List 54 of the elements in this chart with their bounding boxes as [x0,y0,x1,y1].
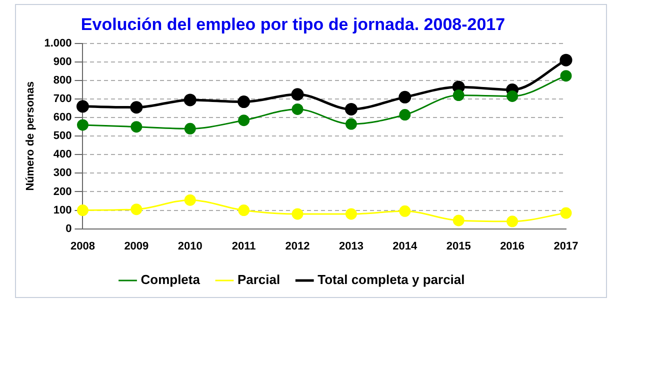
point [130,101,143,114]
x-tick-label: 2017 [554,240,578,252]
point [184,194,196,206]
x-tick-label: 2010 [178,240,202,252]
point [452,90,464,102]
x-tick-label: 2009 [124,240,149,252]
x-tick-label: 2015 [446,240,471,252]
point [452,214,464,226]
x-tick-label: 2011 [232,240,256,252]
legend-label: Parcial [237,272,280,288]
point [292,103,304,115]
x-tick-label: 2008 [70,240,95,252]
y-tick-label: 500 [53,130,72,142]
point [345,118,357,130]
point [560,54,572,66]
point [291,88,304,101]
point [76,119,88,131]
x-tick-label: 2012 [285,240,310,252]
point [76,204,88,216]
y-tick-label: 800 [53,74,72,87]
x-tick-label: 2013 [338,240,364,252]
point [560,207,572,219]
legend-label: Total completa y parcial [318,272,465,288]
point [292,208,304,220]
point [130,121,142,133]
y-tick-label: 100 [53,204,72,216]
point [238,204,250,216]
point [344,102,358,116]
point [76,100,89,113]
point [399,109,411,121]
x-tick-label: 2014 [392,240,418,252]
y-tick-label: 1.000 [44,37,72,50]
point [398,90,412,104]
point [560,70,572,82]
y-tick-label: 300 [53,167,72,180]
point [130,204,142,216]
point [506,90,518,102]
y-axis-title: Número de personas [24,81,37,191]
y-tick-label: 700 [53,93,72,106]
y-tick-label: 900 [53,56,72,68]
point [399,205,411,217]
y-tick-label: 0 [66,222,72,235]
point [238,96,250,108]
chart-title: Evolución del empleo por tipo de jornada. 2008-2017 [80,14,506,34]
legend-label: Completa [140,272,201,288]
point [238,114,250,126]
point [345,208,357,220]
point [506,216,518,228]
y-tick-label: 200 [53,186,72,198]
y-tick-label: 400 [53,148,72,161]
point [184,94,196,106]
x-tick-label: 2016 [500,240,525,252]
point [184,122,196,134]
y-tick-label: 600 [53,112,72,124]
